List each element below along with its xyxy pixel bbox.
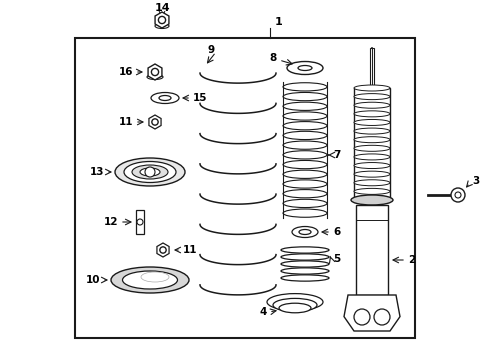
Polygon shape — [149, 115, 161, 129]
Ellipse shape — [298, 230, 310, 234]
Text: 6: 6 — [332, 227, 340, 237]
Ellipse shape — [353, 197, 389, 203]
Circle shape — [137, 219, 142, 225]
Circle shape — [151, 68, 158, 76]
Ellipse shape — [159, 95, 171, 100]
Ellipse shape — [283, 112, 326, 120]
Circle shape — [160, 247, 166, 253]
Circle shape — [454, 192, 460, 198]
Ellipse shape — [111, 267, 189, 293]
Text: 3: 3 — [471, 176, 478, 186]
Polygon shape — [157, 243, 169, 257]
Ellipse shape — [353, 120, 389, 126]
Ellipse shape — [281, 261, 328, 267]
Polygon shape — [155, 12, 168, 28]
Text: 11: 11 — [183, 245, 197, 255]
Ellipse shape — [353, 128, 389, 134]
Ellipse shape — [281, 268, 328, 274]
Text: 15: 15 — [193, 93, 207, 103]
Ellipse shape — [124, 162, 176, 183]
Ellipse shape — [353, 94, 389, 100]
Ellipse shape — [353, 102, 389, 108]
Ellipse shape — [283, 161, 326, 169]
Text: 4: 4 — [259, 307, 266, 317]
Text: 7: 7 — [332, 150, 340, 160]
Ellipse shape — [151, 93, 179, 104]
Ellipse shape — [147, 75, 163, 80]
Ellipse shape — [297, 66, 311, 71]
Text: 14: 14 — [154, 3, 169, 13]
Text: 8: 8 — [269, 53, 276, 63]
Ellipse shape — [283, 93, 326, 101]
Ellipse shape — [283, 131, 326, 140]
Ellipse shape — [281, 247, 328, 253]
Text: 2: 2 — [407, 255, 414, 265]
Polygon shape — [148, 64, 162, 80]
Ellipse shape — [291, 226, 317, 238]
Ellipse shape — [279, 303, 310, 313]
Text: 5: 5 — [332, 254, 340, 264]
Ellipse shape — [283, 180, 326, 188]
Bar — [136, 210, 143, 234]
Ellipse shape — [283, 141, 326, 149]
Text: 13: 13 — [89, 167, 104, 177]
Ellipse shape — [132, 165, 168, 179]
Circle shape — [152, 119, 158, 125]
Ellipse shape — [353, 171, 389, 177]
Ellipse shape — [353, 145, 389, 151]
Ellipse shape — [283, 151, 326, 159]
Ellipse shape — [283, 170, 326, 179]
Ellipse shape — [283, 190, 326, 198]
Text: 10: 10 — [85, 275, 100, 285]
Ellipse shape — [353, 162, 389, 168]
Ellipse shape — [283, 122, 326, 130]
Ellipse shape — [140, 168, 160, 176]
Ellipse shape — [353, 85, 389, 91]
Circle shape — [145, 167, 155, 177]
Ellipse shape — [283, 102, 326, 111]
Ellipse shape — [283, 199, 326, 208]
Text: 16: 16 — [118, 67, 133, 77]
Bar — [355, 205, 387, 295]
Ellipse shape — [281, 254, 328, 260]
Circle shape — [353, 309, 369, 325]
Bar — [75, 38, 414, 338]
Ellipse shape — [350, 195, 392, 205]
Text: 12: 12 — [103, 217, 118, 227]
Bar — [369, 48, 373, 188]
Ellipse shape — [353, 111, 389, 117]
Ellipse shape — [286, 62, 323, 75]
Text: 9: 9 — [207, 45, 215, 55]
Ellipse shape — [122, 271, 177, 289]
Ellipse shape — [283, 209, 326, 217]
Circle shape — [450, 188, 464, 202]
Ellipse shape — [353, 137, 389, 143]
Ellipse shape — [353, 154, 389, 160]
Ellipse shape — [141, 272, 169, 282]
Ellipse shape — [115, 158, 184, 186]
Text: 1: 1 — [274, 17, 282, 27]
Circle shape — [373, 309, 389, 325]
Ellipse shape — [353, 180, 389, 186]
Polygon shape — [343, 295, 399, 331]
Ellipse shape — [272, 298, 316, 312]
Ellipse shape — [266, 294, 323, 310]
Ellipse shape — [155, 23, 169, 28]
Bar — [353, 88, 389, 200]
Text: 11: 11 — [118, 117, 133, 127]
Ellipse shape — [353, 188, 389, 194]
Ellipse shape — [283, 83, 326, 91]
Ellipse shape — [281, 275, 328, 281]
Circle shape — [158, 17, 165, 24]
